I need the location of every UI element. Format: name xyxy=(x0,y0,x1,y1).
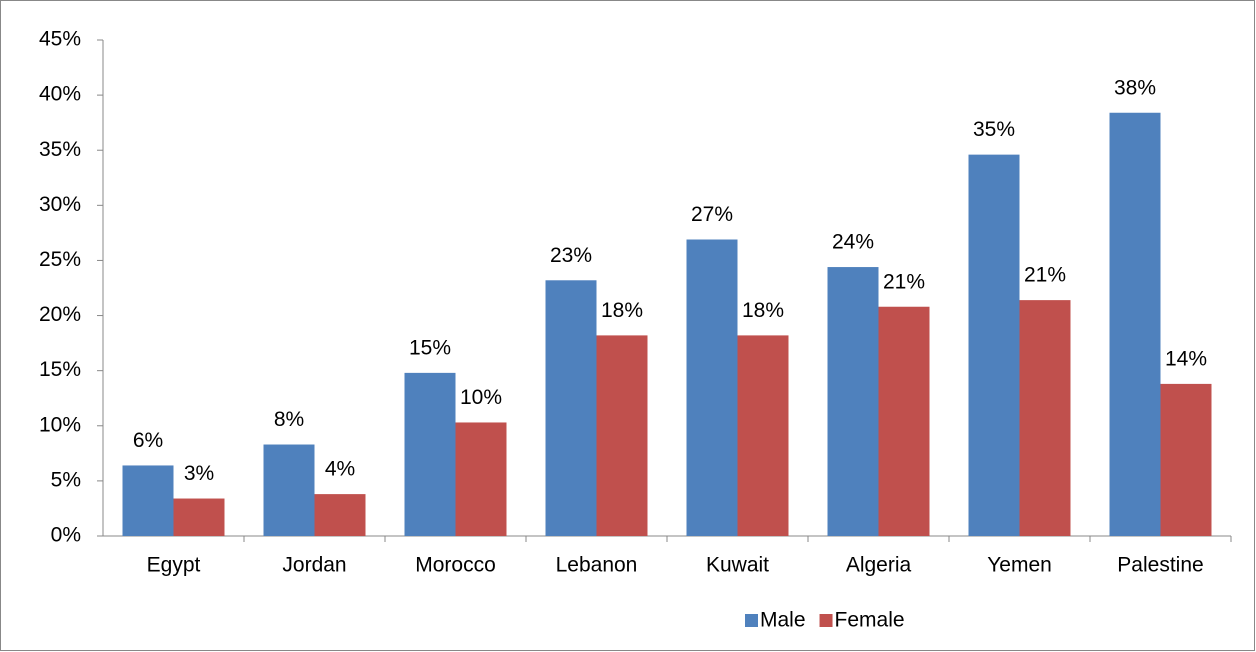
y-tick-label: 45% xyxy=(39,28,81,51)
data-label: 27% xyxy=(691,203,733,226)
bar xyxy=(686,239,738,536)
legend-label: Male xyxy=(760,609,806,632)
y-tick-label: 40% xyxy=(39,83,81,106)
data-label: 21% xyxy=(883,270,925,293)
bar xyxy=(1160,383,1212,536)
bar xyxy=(1109,112,1161,536)
x-tick-label: Lebanon xyxy=(556,554,638,577)
bar xyxy=(968,154,1020,536)
bar xyxy=(455,422,507,536)
y-tick-label: 30% xyxy=(39,193,81,216)
x-tick-label: Algeria xyxy=(846,554,912,577)
bar xyxy=(1019,300,1071,536)
legend-swatch xyxy=(745,614,758,627)
x-tick-label: Jordan xyxy=(282,554,346,577)
bar xyxy=(827,267,879,536)
data-label: 35% xyxy=(973,118,1015,141)
data-label: 24% xyxy=(832,231,874,254)
bar xyxy=(737,335,789,536)
x-tick-label: Yemen xyxy=(987,554,1052,577)
x-tick-label: Palestine xyxy=(1117,554,1203,577)
data-label: 18% xyxy=(742,299,784,322)
y-tick-label: 25% xyxy=(39,248,81,271)
y-tick-label: 35% xyxy=(39,138,81,161)
bar xyxy=(314,494,366,536)
x-tick-label: Kuwait xyxy=(706,554,769,577)
data-label: 10% xyxy=(460,386,502,409)
data-label: 4% xyxy=(325,458,355,481)
y-tick-label: 5% xyxy=(51,468,81,491)
legend-label: Female xyxy=(835,609,905,632)
data-label: 23% xyxy=(550,244,592,267)
y-tick-label: 20% xyxy=(39,303,81,326)
y-tick-label: 0% xyxy=(51,524,81,547)
bar xyxy=(404,372,456,536)
legend-swatch xyxy=(819,614,833,627)
data-label: 21% xyxy=(1024,264,1066,287)
y-tick-label: 10% xyxy=(39,413,81,436)
bar xyxy=(122,465,174,536)
bar xyxy=(263,444,315,536)
data-label: 8% xyxy=(274,408,304,431)
data-label: 14% xyxy=(1165,347,1207,370)
y-tick-label: 15% xyxy=(39,358,81,381)
bar xyxy=(596,335,648,536)
data-label: 38% xyxy=(1114,76,1156,99)
bar xyxy=(545,280,597,536)
data-label: 3% xyxy=(184,462,214,485)
bar xyxy=(878,306,930,536)
bar xyxy=(173,498,225,536)
data-label: 15% xyxy=(409,336,451,359)
x-tick-label: Morocco xyxy=(415,554,496,577)
x-tick-label: Egypt xyxy=(147,554,201,577)
data-label: 18% xyxy=(601,299,643,322)
data-label: 6% xyxy=(133,429,163,452)
